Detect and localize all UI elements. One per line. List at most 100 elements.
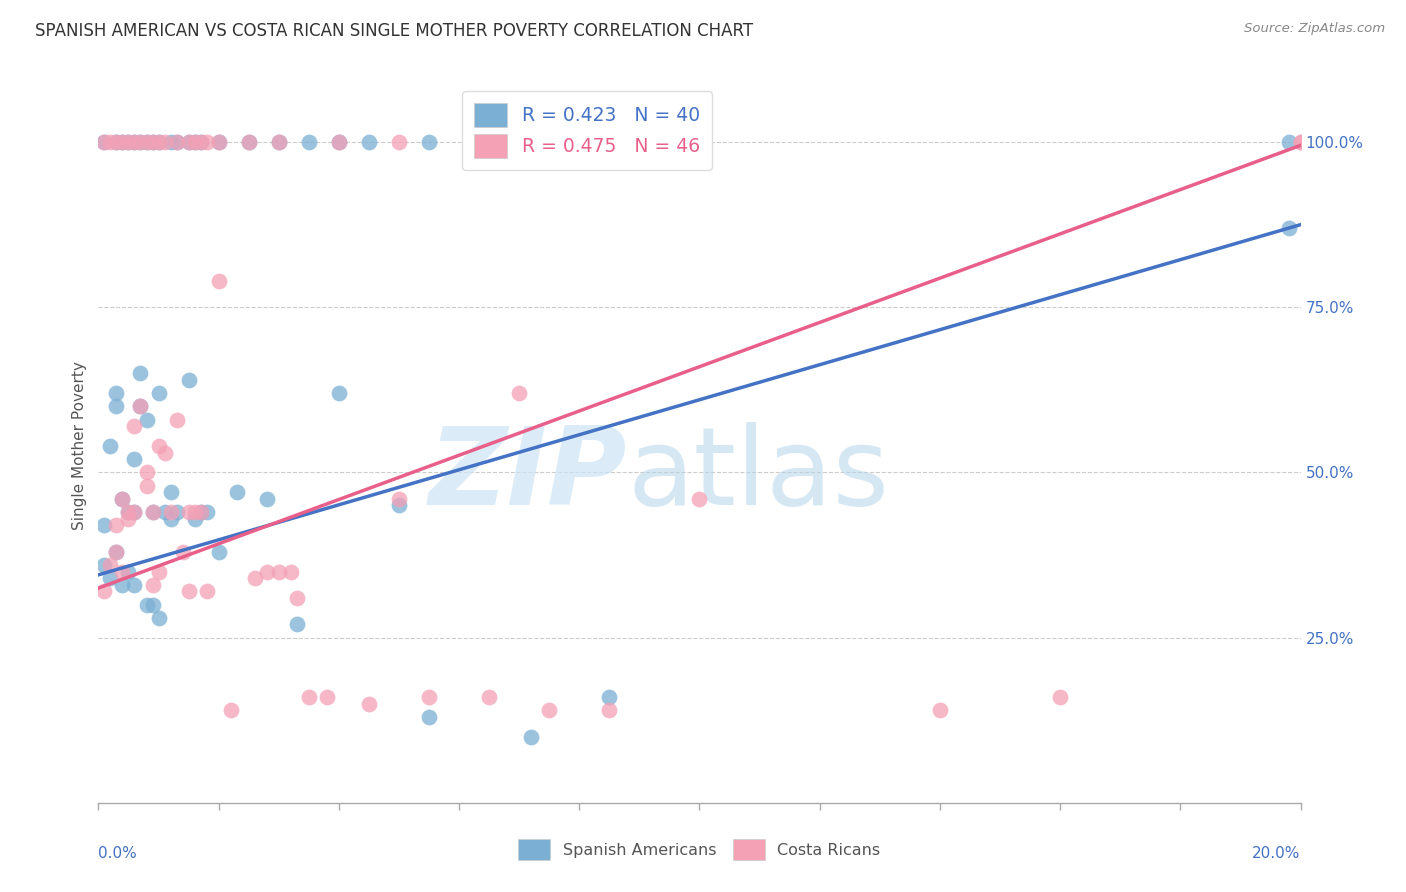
Point <box>153 445 176 459</box>
Point <box>124 135 146 149</box>
Point <box>238 135 260 149</box>
Point <box>111 135 134 149</box>
Point <box>208 274 231 288</box>
Point <box>141 135 163 149</box>
Point <box>208 135 231 149</box>
Point <box>159 511 181 525</box>
Point <box>243 571 266 585</box>
Point <box>105 545 128 559</box>
Point <box>166 135 188 149</box>
Point <box>598 703 620 717</box>
Point <box>418 710 440 724</box>
Point <box>388 135 411 149</box>
Point <box>141 135 163 149</box>
Point <box>117 505 139 519</box>
Point <box>183 505 205 519</box>
Point <box>238 135 260 149</box>
Point <box>135 466 157 480</box>
Point <box>190 505 212 519</box>
Point <box>124 505 146 519</box>
Point <box>105 135 128 149</box>
Point <box>148 565 170 579</box>
Point <box>190 135 212 149</box>
Point <box>93 584 115 599</box>
Point <box>190 505 212 519</box>
Text: 20.0%: 20.0% <box>1253 846 1301 861</box>
Point <box>105 135 128 149</box>
Point <box>929 703 952 717</box>
Point <box>315 690 337 704</box>
Point <box>183 511 205 525</box>
Point <box>208 135 231 149</box>
Point <box>177 135 200 149</box>
Point <box>159 505 181 519</box>
Point <box>328 386 350 401</box>
Point <box>111 491 134 506</box>
Point <box>689 491 711 506</box>
Point <box>195 135 218 149</box>
Point <box>117 511 139 525</box>
Point <box>183 135 205 149</box>
Point <box>100 439 122 453</box>
Point <box>148 611 170 625</box>
Point <box>267 135 290 149</box>
Point <box>598 690 620 704</box>
Point <box>285 617 308 632</box>
Point <box>267 135 290 149</box>
Point <box>166 505 188 519</box>
Point <box>177 584 200 599</box>
Point <box>298 690 321 704</box>
Point <box>129 367 152 381</box>
Point <box>388 499 411 513</box>
Point <box>93 518 115 533</box>
Point <box>256 565 278 579</box>
Point <box>141 598 163 612</box>
Point <box>105 386 128 401</box>
Point <box>225 485 247 500</box>
Point <box>508 386 530 401</box>
Point <box>298 135 321 149</box>
Point <box>159 485 181 500</box>
Point <box>111 135 134 149</box>
Point <box>195 584 218 599</box>
Point <box>190 135 212 149</box>
Point <box>219 703 242 717</box>
Point <box>141 578 163 592</box>
Point <box>129 135 152 149</box>
Point <box>1049 690 1071 704</box>
Point <box>141 505 163 519</box>
Point <box>124 505 146 519</box>
Point <box>105 545 128 559</box>
Point <box>124 135 146 149</box>
Point <box>166 135 188 149</box>
Point <box>177 505 200 519</box>
Point <box>124 452 146 467</box>
Point <box>135 135 157 149</box>
Point <box>117 565 139 579</box>
Point <box>111 565 134 579</box>
Point <box>148 135 170 149</box>
Point <box>135 135 157 149</box>
Point <box>148 135 170 149</box>
Point <box>153 505 176 519</box>
Point <box>93 135 115 149</box>
Point <box>183 135 205 149</box>
Point <box>538 703 561 717</box>
Point <box>105 400 128 414</box>
Point <box>153 135 176 149</box>
Point <box>93 558 115 572</box>
Point <box>285 591 308 605</box>
Text: 0.0%: 0.0% <box>98 846 138 861</box>
Point <box>357 135 380 149</box>
Point <box>267 565 290 579</box>
Point <box>117 135 139 149</box>
Point <box>1277 221 1299 235</box>
Point <box>418 690 440 704</box>
Point <box>111 578 134 592</box>
Point <box>159 135 181 149</box>
Point <box>478 690 501 704</box>
Point <box>135 478 157 492</box>
Point <box>256 491 278 506</box>
Point <box>478 135 501 149</box>
Point <box>166 412 188 426</box>
